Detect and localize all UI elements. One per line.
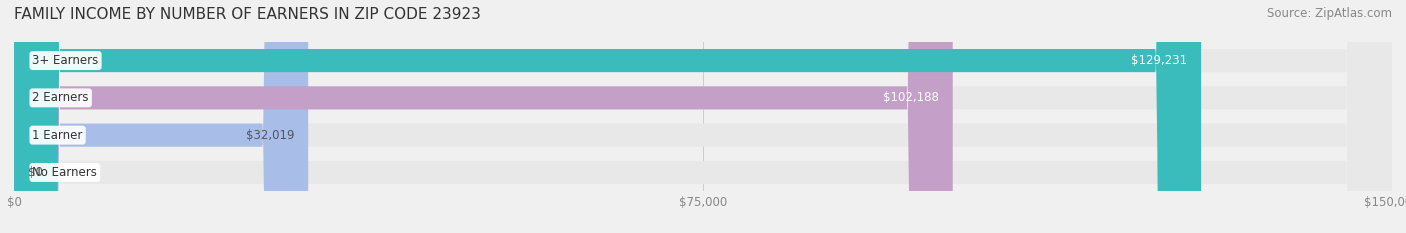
Text: FAMILY INCOME BY NUMBER OF EARNERS IN ZIP CODE 23923: FAMILY INCOME BY NUMBER OF EARNERS IN ZI…: [14, 7, 481, 22]
Text: Source: ZipAtlas.com: Source: ZipAtlas.com: [1267, 7, 1392, 20]
Text: No Earners: No Earners: [32, 166, 97, 179]
Text: $129,231: $129,231: [1132, 54, 1188, 67]
FancyBboxPatch shape: [14, 0, 308, 233]
FancyBboxPatch shape: [14, 0, 1392, 233]
Text: $0: $0: [28, 166, 42, 179]
FancyBboxPatch shape: [14, 0, 1392, 233]
Text: $102,188: $102,188: [883, 91, 939, 104]
FancyBboxPatch shape: [14, 0, 953, 233]
FancyBboxPatch shape: [14, 0, 1392, 233]
Text: 2 Earners: 2 Earners: [32, 91, 89, 104]
FancyBboxPatch shape: [14, 0, 1392, 233]
Text: $32,019: $32,019: [246, 129, 294, 142]
Text: 1 Earner: 1 Earner: [32, 129, 83, 142]
Text: 3+ Earners: 3+ Earners: [32, 54, 98, 67]
FancyBboxPatch shape: [14, 0, 1201, 233]
